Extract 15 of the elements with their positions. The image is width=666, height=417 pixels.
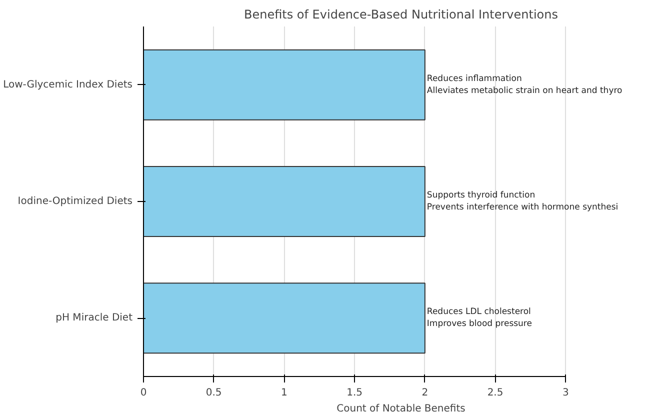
y-tick-label: Iodine-Optimized Diets [18, 196, 133, 207]
x-tick-label: 0 [140, 388, 147, 398]
y-tick-label: pH Miracle Diet [56, 312, 133, 324]
chart-title: Benefits of Evidence-Based Nutritional Interventions [244, 8, 558, 22]
annotation: Supports thyroid function Prevents interference with hormone synthesi [426, 190, 618, 212]
x-tick-label: 1.5 [346, 388, 363, 398]
annotation: Reduces LDL cholesterol Improves blood pressure [426, 307, 532, 330]
x-tick-label: 1 [281, 388, 288, 398]
x-axis-title: Count of Notable Benefits [336, 404, 466, 414]
x-tick-label: 2 [422, 388, 428, 398]
y-tick-label: Low-Glycemic Index Diets [3, 79, 133, 90]
annotation: Reduces inflammation Alleviates metabolic strain on heart and thyro [426, 74, 622, 96]
x-tick-label: 0.5 [206, 388, 222, 398]
x-tick-label: 3 [562, 388, 569, 398]
x-tick-label: 2.5 [487, 388, 504, 398]
